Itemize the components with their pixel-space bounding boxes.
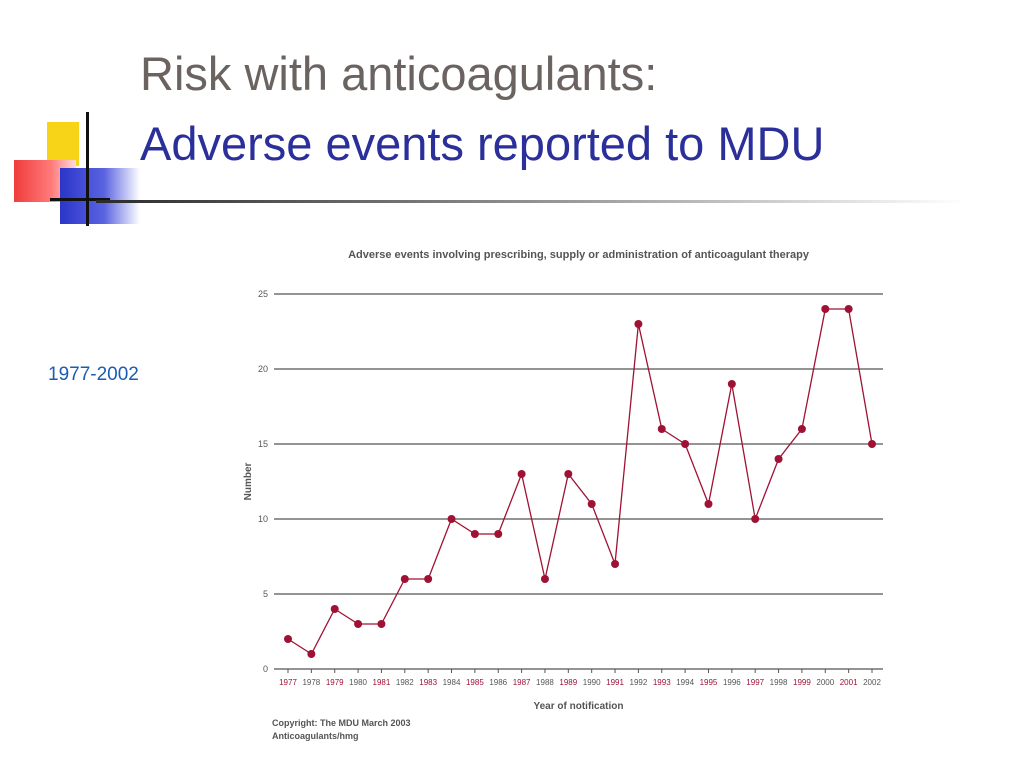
x-tick-label: 1994 [676, 678, 694, 687]
x-tick-label: 1989 [559, 678, 577, 687]
x-tick-label: 1979 [326, 678, 344, 687]
x-tick-label: 1992 [630, 678, 648, 687]
data-point [447, 515, 456, 523]
series-line [287, 308, 873, 655]
blue-square-decoration [60, 168, 140, 224]
x-tick-label: 1984 [443, 678, 461, 687]
corner-decoration [0, 0, 140, 230]
data-point [751, 515, 760, 523]
data-point [821, 305, 830, 313]
y-tick-label: 5 [263, 589, 268, 599]
x-tick-label: 1983 [419, 678, 437, 687]
y-tick-label: 15 [258, 439, 268, 449]
data-point [797, 425, 806, 433]
data-point [844, 305, 853, 313]
data-point [307, 650, 316, 658]
y-tick-label: 25 [258, 289, 268, 299]
x-tick-label: 1999 [793, 678, 811, 687]
chart-title: Adverse events involving prescribing, su… [348, 249, 810, 261]
x-tick-label: 1998 [770, 678, 788, 687]
data-point [377, 620, 386, 628]
x-tick-label: 1981 [373, 678, 391, 687]
chart-footnote: Anticoagulants/hmg [272, 731, 359, 741]
x-tick-label: 1985 [466, 678, 484, 687]
yellow-square-decoration [47, 122, 79, 166]
vertical-rule-decoration [86, 112, 89, 226]
y-tick-label: 0 [263, 664, 268, 674]
line-chart: Adverse events involving prescribing, su… [243, 249, 883, 741]
data-point [517, 470, 526, 478]
horizontal-rule-decoration [50, 198, 110, 201]
x-tick-label: 2000 [816, 678, 834, 687]
x-tick-label: 1978 [302, 678, 320, 687]
x-tick-label: 1993 [653, 678, 671, 687]
data-point [400, 575, 409, 583]
data-point [470, 530, 479, 538]
date-range-note: 1977-2002 [48, 364, 139, 385]
x-tick-label: 1980 [349, 678, 367, 687]
x-tick-label: 1977 [279, 678, 297, 687]
data-point [540, 575, 549, 583]
x-tick-label: 1982 [396, 678, 414, 687]
x-tick-label: 1987 [513, 678, 531, 687]
data-point [494, 530, 503, 538]
data-point [564, 470, 573, 478]
slide-title: Risk with anticoagulants: [140, 47, 658, 100]
data-point [868, 440, 876, 448]
x-tick-label: 1991 [606, 678, 624, 687]
x-tick-label: 1990 [583, 678, 601, 687]
data-point [354, 620, 363, 628]
data-point [634, 320, 643, 328]
y-tick-label: 10 [258, 514, 268, 524]
x-tick-label: 1988 [536, 678, 554, 687]
x-tick-label: 1997 [746, 678, 764, 687]
data-point [587, 500, 596, 508]
x-tick-label: 1995 [700, 678, 718, 687]
chart-footnote: Copyright: The MDU March 2003 [272, 718, 411, 728]
x-axis-title: Year of notification [533, 701, 623, 712]
slide-subtitle: Adverse events reported to MDU [140, 117, 825, 170]
data-point [424, 575, 433, 583]
data-point [657, 425, 666, 433]
data-point [284, 635, 292, 643]
data-point [330, 605, 339, 613]
data-point [774, 455, 783, 463]
x-tick-label: 1996 [723, 678, 741, 687]
data-point [611, 560, 620, 568]
data-point [704, 500, 713, 508]
data-point [681, 440, 690, 448]
x-tick-label: 1986 [489, 678, 507, 687]
title-underline [96, 200, 966, 203]
y-axis-title: Number [243, 463, 254, 501]
data-point [727, 380, 736, 388]
y-tick-label: 20 [258, 364, 268, 374]
x-tick-label: 2001 [840, 678, 858, 687]
x-tick-label: 2002 [863, 678, 881, 687]
